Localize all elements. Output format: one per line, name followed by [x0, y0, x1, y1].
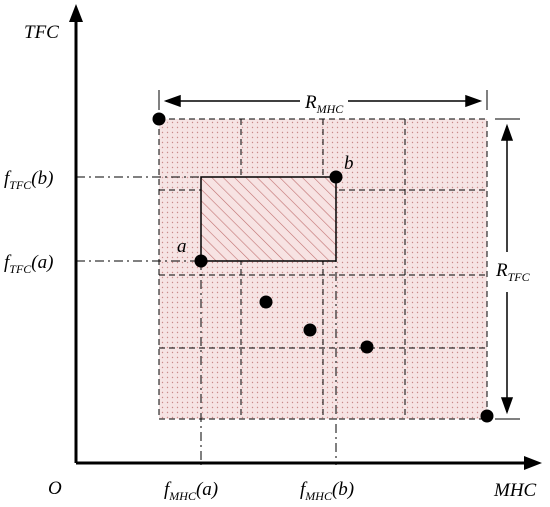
grid-lines [159, 119, 487, 419]
point-a [194, 254, 208, 268]
r-tfc-label: RTFC [495, 260, 531, 284]
point-top-left [152, 112, 166, 126]
point-a-label: a [177, 236, 187, 257]
point-b-label: b [344, 153, 354, 174]
x-axis-label: MHC [493, 480, 537, 501]
y-tick-b-label: fTFC(b) [4, 168, 53, 192]
projection-lines [76, 176, 337, 465]
r-mhc-label: RMHC [304, 92, 344, 116]
hatched-box [200, 176, 337, 262]
point-b [329, 170, 343, 184]
x-axis-arrowhead [524, 456, 542, 470]
origin-label: O [48, 478, 62, 499]
x-tick-b-label: fMHC(b) [300, 479, 354, 503]
axes [74, 18, 528, 465]
y-tick-a-label: fTFC(a) [4, 252, 53, 276]
y-axis-label: TFC [24, 22, 59, 43]
point-4 [303, 323, 317, 337]
r-mhc-arrow [163, 94, 483, 108]
point-bottom-right [480, 409, 494, 423]
point-3 [259, 295, 273, 309]
y-axis-arrowhead [69, 4, 83, 22]
r-tfc-arrow [500, 123, 514, 415]
point-5 [360, 340, 374, 354]
x-tick-a-label: fMHC(a) [164, 479, 218, 503]
solution-points [152, 112, 494, 423]
range-boundaries [158, 90, 520, 420]
